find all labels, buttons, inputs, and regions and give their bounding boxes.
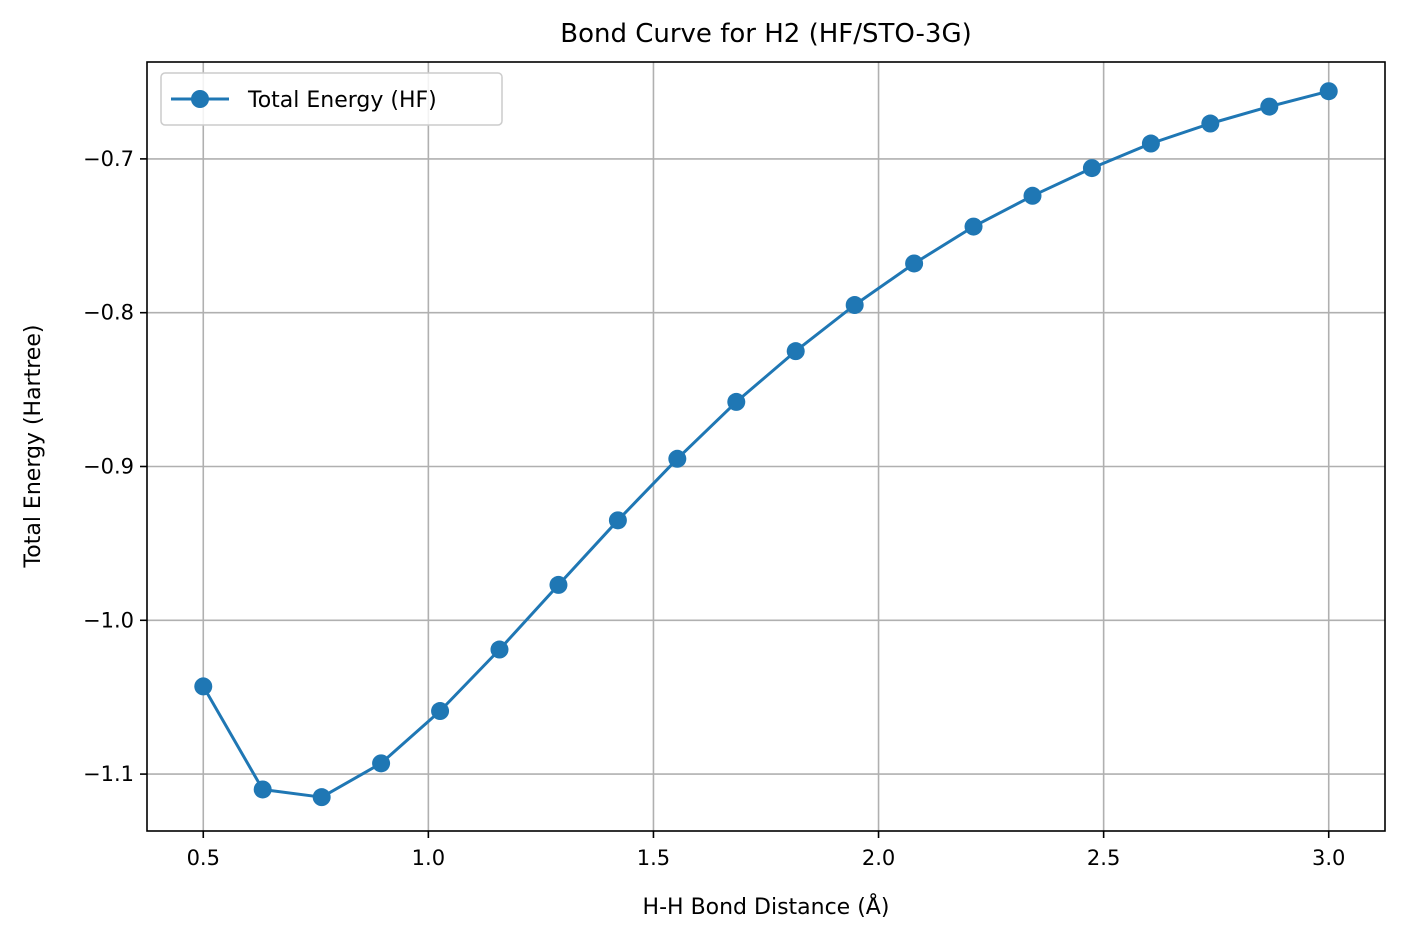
x-tick-label: 2.0 xyxy=(862,846,895,870)
x-tick-label: 1.0 xyxy=(412,846,445,870)
y-axis-label: Total Energy (Hartree) xyxy=(21,325,46,569)
data-point xyxy=(1141,134,1160,153)
data-point xyxy=(1201,114,1220,133)
y-tick-label: −1.1 xyxy=(83,762,134,786)
data-point xyxy=(786,342,805,361)
data-point xyxy=(1023,186,1042,205)
y-tick-label: −1.0 xyxy=(83,608,134,632)
legend-label: Total Energy (HF) xyxy=(247,88,437,113)
data-point xyxy=(431,702,450,721)
data-point xyxy=(905,254,924,273)
x-tick-label: 0.5 xyxy=(187,846,220,870)
series-layer xyxy=(194,82,1338,807)
data-point xyxy=(1082,159,1101,178)
data-point xyxy=(668,449,687,468)
x-tick-label: 2.5 xyxy=(1087,846,1120,870)
y-axis-ticks: −1.1 −1.0 −0.9 −0.8 −0.7 xyxy=(83,147,147,786)
x-tick-label: 1.5 xyxy=(637,846,670,870)
data-point xyxy=(194,677,213,696)
data-point xyxy=(608,511,627,530)
gridlines xyxy=(147,62,1385,831)
x-axis-ticks: 0.5 1.0 1.5 2.0 2.5 3.0 xyxy=(187,831,1345,870)
y-tick-label: −0.9 xyxy=(83,454,134,478)
y-tick-label: −0.8 xyxy=(83,301,134,325)
plot-frame xyxy=(146,61,1386,832)
data-point xyxy=(253,780,272,799)
data-point xyxy=(1260,97,1279,116)
legend: Total Energy (HF) xyxy=(160,72,503,126)
data-point xyxy=(727,392,746,411)
chart-title: Bond Curve for H2 (HF/STO-3G) xyxy=(560,19,972,49)
data-point xyxy=(845,296,864,315)
legend-box xyxy=(160,72,503,126)
data-point xyxy=(1319,82,1338,101)
series-line xyxy=(202,89,1330,799)
y-tick-label: −0.7 xyxy=(83,147,134,171)
x-axis-label: H-H Bond Distance (Å) xyxy=(643,893,890,920)
data-point xyxy=(549,575,568,594)
legend-marker-swatch xyxy=(191,90,209,108)
data-point xyxy=(490,640,509,659)
x-tick-label: 3.0 xyxy=(1312,846,1345,870)
data-point xyxy=(372,754,391,773)
data-point xyxy=(964,217,983,236)
data-point xyxy=(312,788,331,807)
